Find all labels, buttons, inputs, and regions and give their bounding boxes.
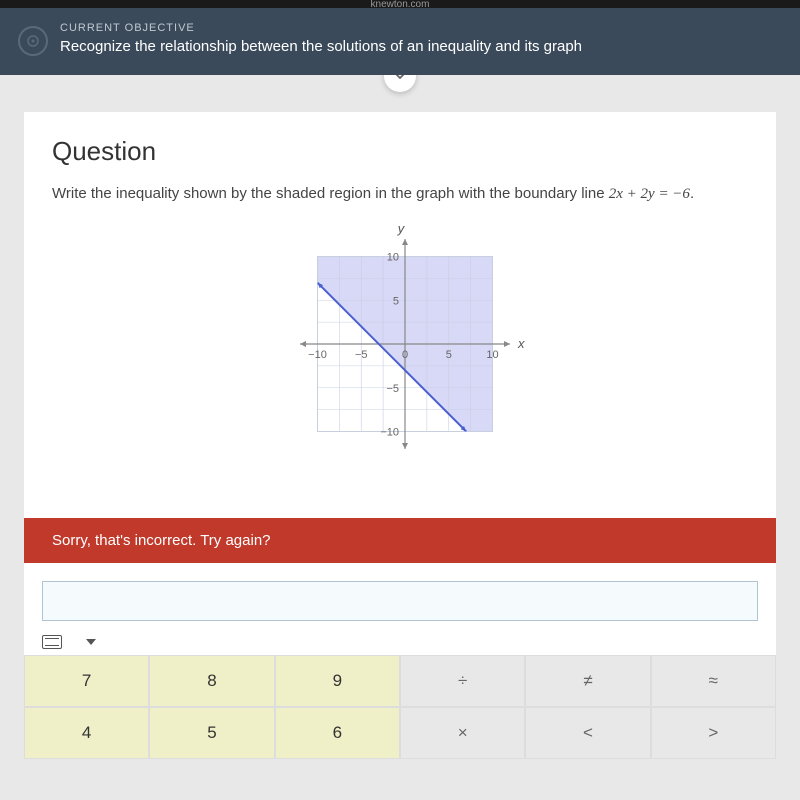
svg-text:10: 10	[387, 251, 399, 263]
key-symbol[interactable]: ≠	[525, 655, 650, 707]
question-prompt: Write the inequality shown by the shaded…	[52, 183, 748, 206]
key-7[interactable]: 7	[24, 655, 149, 707]
keypad-dropdown[interactable]	[86, 639, 96, 645]
svg-text:10: 10	[486, 349, 498, 361]
svg-text:−10: −10	[308, 349, 327, 361]
answer-section	[24, 563, 776, 655]
keyboard-icon[interactable]	[42, 635, 62, 649]
key-symbol[interactable]: <	[525, 707, 650, 759]
svg-text:5: 5	[446, 349, 452, 361]
graph-container: −10 −5 0 5 10 −10 −5 5 10 x y	[52, 224, 748, 474]
svg-text:x: x	[517, 336, 525, 351]
key-symbol[interactable]: ≈	[651, 655, 776, 707]
answer-input[interactable]	[42, 581, 758, 621]
key-symbol[interactable]: ×	[400, 707, 525, 759]
question-panel: Question Write the inequality shown by t…	[24, 112, 776, 518]
key-5[interactable]: 5	[149, 707, 274, 759]
feedback-message: Sorry, that's incorrect. Try again?	[52, 532, 271, 549]
browser-bar: knewton.com	[0, 0, 800, 8]
feedback-bar: Sorry, that's incorrect. Try again?	[24, 518, 776, 563]
svg-text:−5: −5	[355, 349, 368, 361]
svg-text:y: y	[397, 224, 406, 236]
prompt-prefix: Write the inequality shown by the shaded…	[52, 185, 609, 202]
objective-header: CURRENT OBJECTIVE Recognize the relation…	[0, 8, 800, 75]
key-6[interactable]: 6	[275, 707, 400, 759]
keypad: 789÷≠≈456×<>	[24, 655, 776, 759]
target-icon	[18, 26, 48, 56]
key-9[interactable]: 9	[275, 655, 400, 707]
key-symbol[interactable]: ÷	[400, 655, 525, 707]
key-4[interactable]: 4	[24, 707, 149, 759]
keypad-toolbar	[42, 635, 758, 655]
inequality-graph: −10 −5 0 5 10 −10 −5 5 10 x y	[250, 224, 550, 474]
key-8[interactable]: 8	[149, 655, 274, 707]
objective-label: CURRENT OBJECTIVE	[60, 22, 776, 34]
question-title: Question	[52, 136, 748, 167]
svg-text:5: 5	[393, 295, 399, 307]
objective-text: Recognize the relationship between the s…	[60, 38, 776, 55]
svg-text:0: 0	[402, 349, 408, 361]
svg-text:−5: −5	[386, 382, 399, 394]
svg-text:−10: −10	[380, 426, 399, 438]
boundary-equation: 2x + 2y = −6	[609, 186, 690, 202]
prompt-suffix: .	[690, 185, 694, 202]
key-symbol[interactable]: >	[651, 707, 776, 759]
